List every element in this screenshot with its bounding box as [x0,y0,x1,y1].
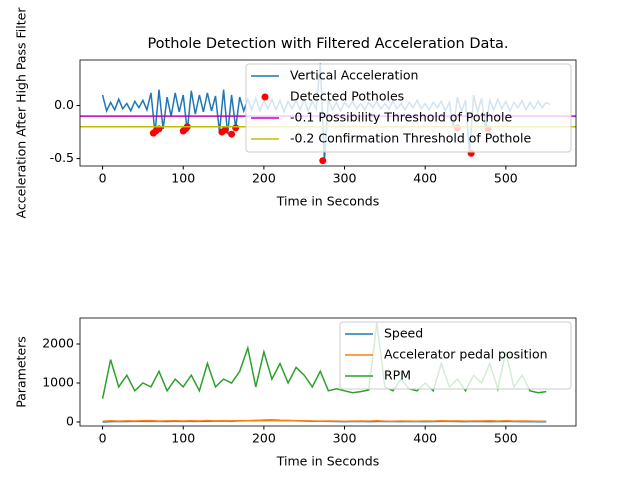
x-tick-label: 200 [252,431,276,446]
legend-label: Vertical Acceleration [290,68,418,83]
x-tick-label: 300 [333,431,357,446]
data-point [228,130,236,138]
y-tick-label: -0.5 [50,150,74,165]
x-tick-label: 0 [99,431,107,446]
axes-frame [79,59,577,167]
x-tick-label: 0 [99,171,107,186]
legend-box [245,63,572,153]
legend-marker [261,93,269,101]
x-tick-label: 300 [333,171,357,186]
y-tick-label: 2000 [42,336,74,351]
axes-frame [79,317,577,427]
x-tick-label: 100 [171,171,195,186]
y-tick-label: 0 [66,413,74,428]
x-axis-label: Time in Seconds [276,454,379,469]
legend-label: Detected Potholes [290,89,404,104]
y-tick-label: 1000 [42,374,74,389]
legend-box [339,321,572,390]
x-tick-label: 400 [413,171,437,186]
legend-label: RPM [384,368,411,383]
data-point [221,126,229,134]
legend-label: Speed [384,326,423,341]
y-axis-label: Parameters [14,336,29,408]
x-axis-label: Time in Seconds [276,194,379,209]
legend-label: Accelerator pedal position [384,347,548,362]
y-axis-label: Acceleration After High Pass Filter [14,7,29,219]
data-point [319,157,327,165]
legend-label: -0.2 Confirmation Threshold of Pothole [290,131,531,146]
data-line [102,419,547,423]
data-point [232,124,240,132]
x-tick-label: 400 [413,431,437,446]
x-tick-label: 500 [494,431,518,446]
x-tick-label: 100 [171,431,195,446]
x-tick-label: 200 [252,171,276,186]
y-tick-label: 0.0 [54,97,74,112]
chart-title: Pothole Detection with Filtered Accelera… [147,36,508,52]
x-tick-label: 500 [494,171,518,186]
legend-label: -0.1 Possibility Threshold of Pothole [290,110,513,125]
